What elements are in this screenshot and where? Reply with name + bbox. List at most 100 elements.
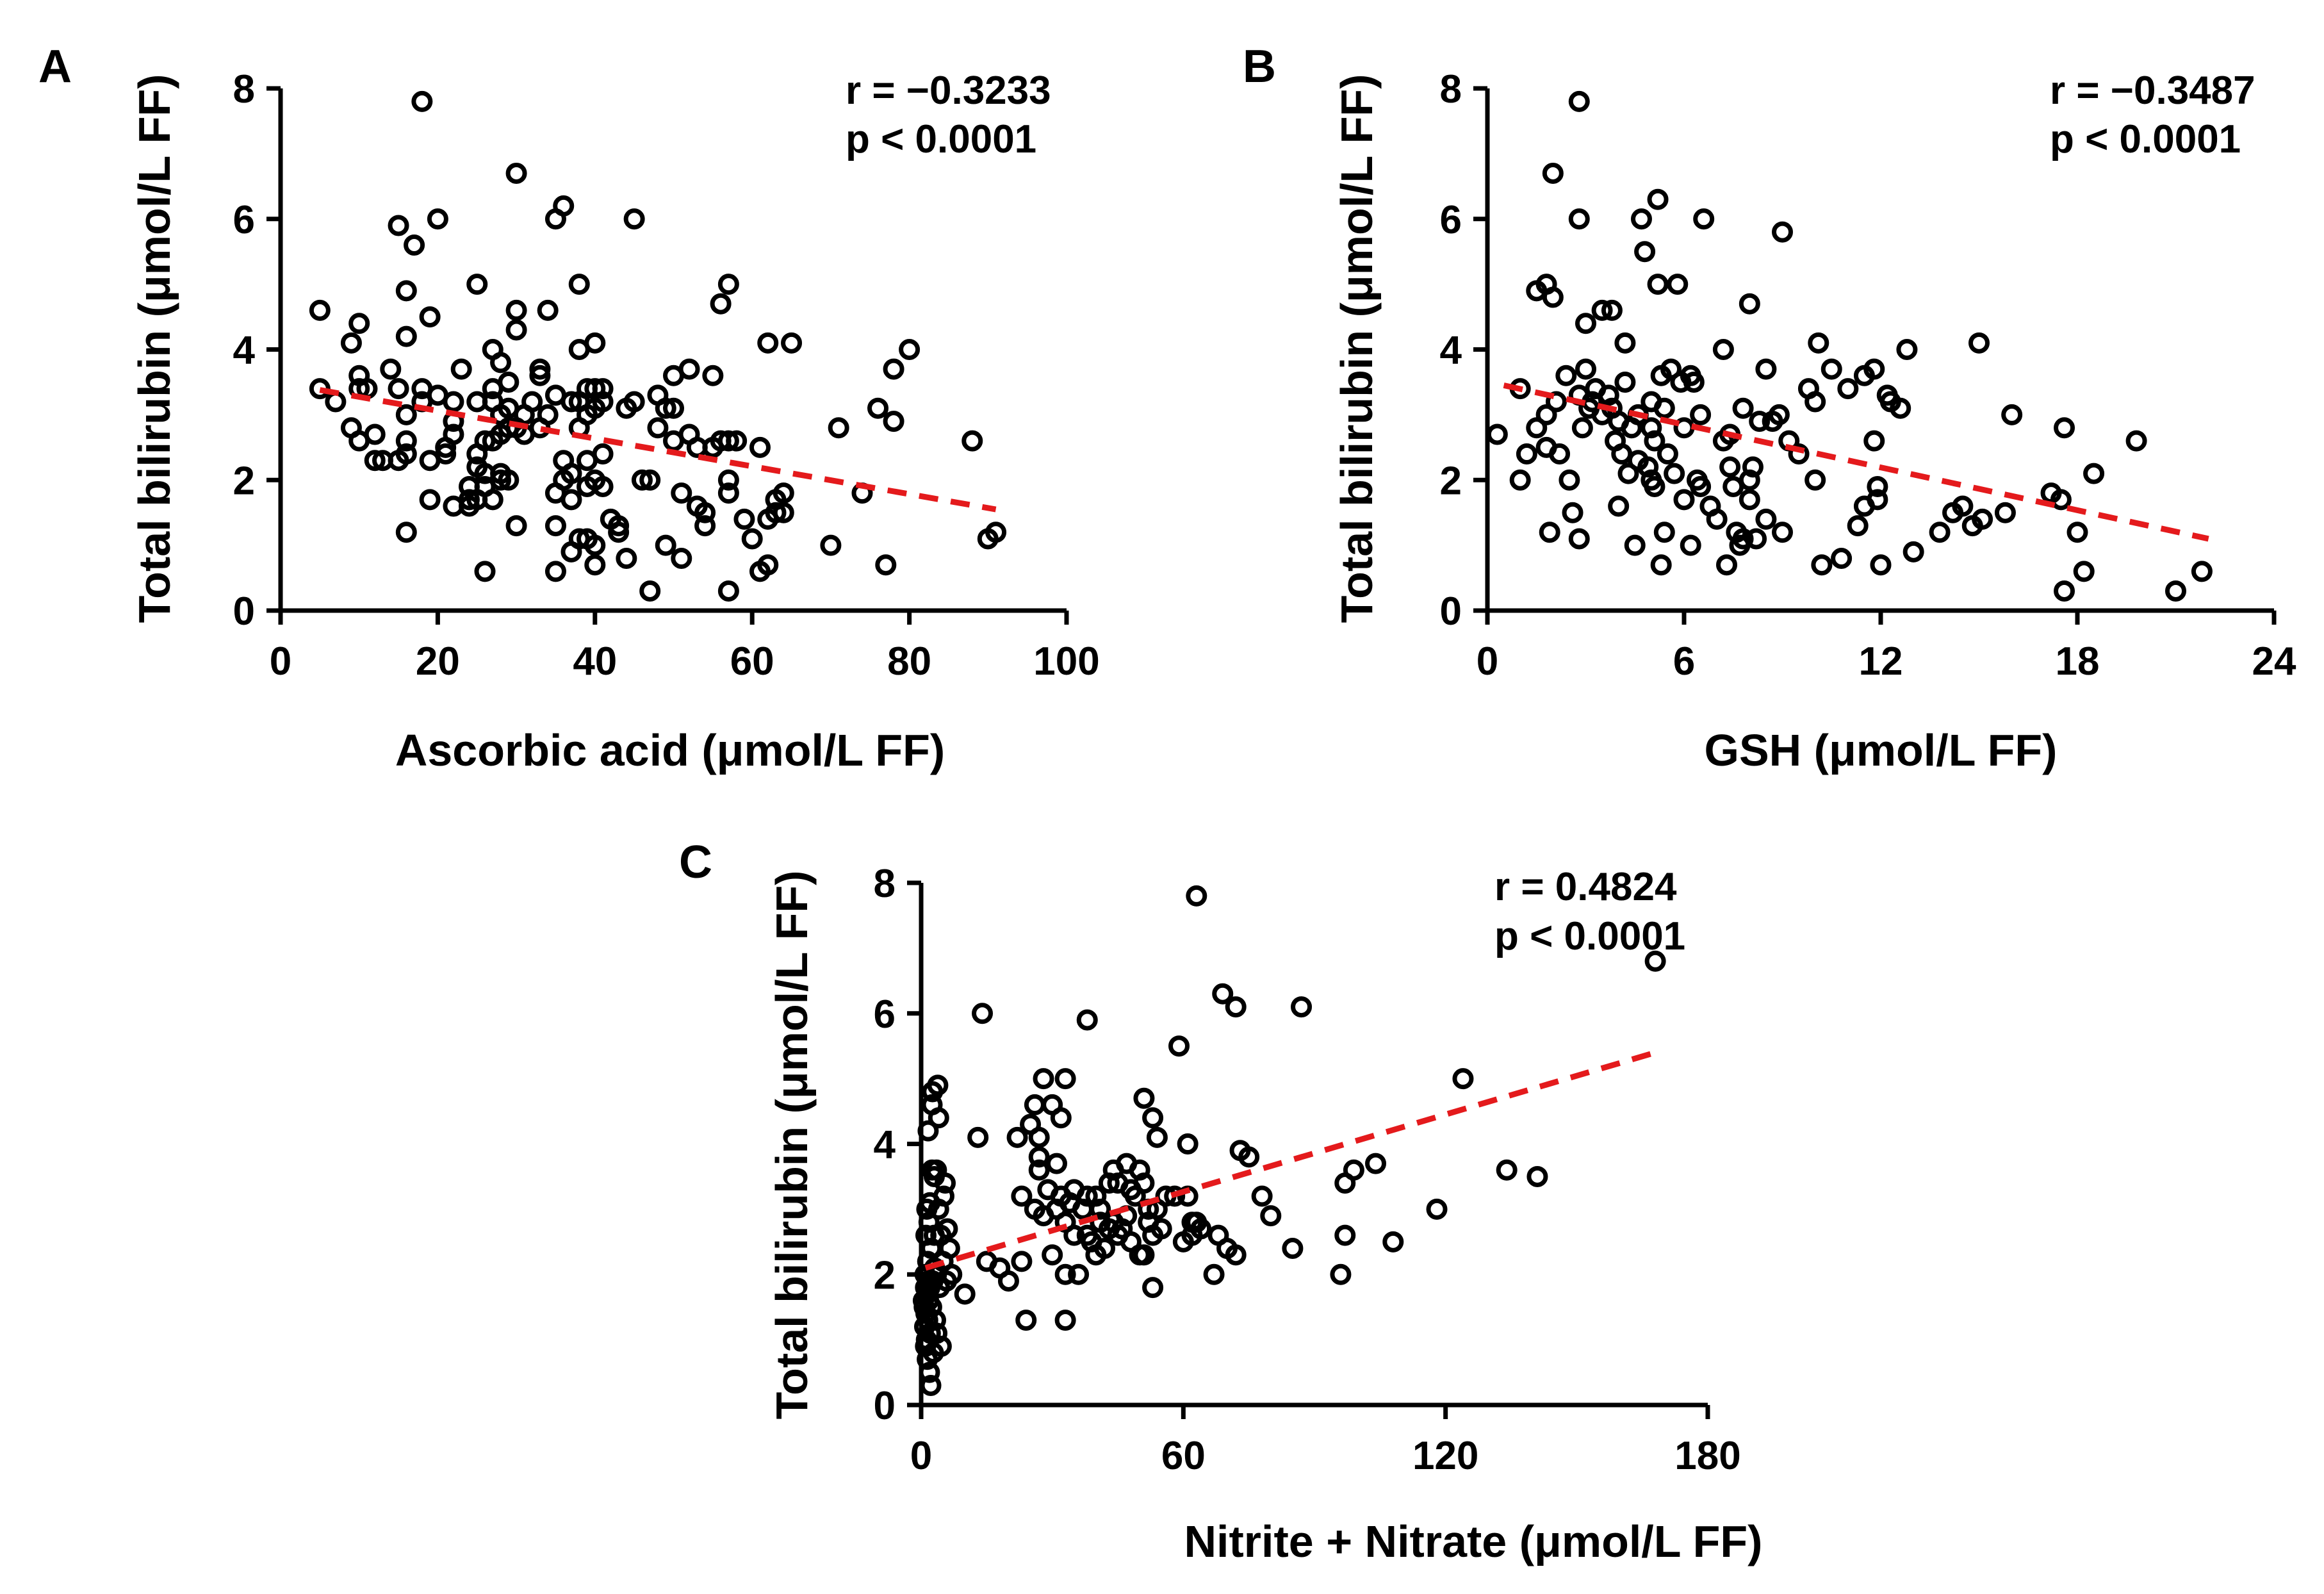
panel-c-data-point bbox=[1251, 1185, 1273, 1207]
panel-a-data-point bbox=[694, 515, 716, 537]
panel-a-data-point bbox=[749, 436, 771, 458]
panel-b-data-point bbox=[1653, 522, 1675, 543]
panel-a-data-point bbox=[781, 332, 803, 354]
panel-b-data-point bbox=[1732, 528, 1754, 550]
panel-a-data-point bbox=[883, 358, 904, 380]
panel-a-data-point bbox=[584, 534, 606, 556]
panel-b-data-point bbox=[1555, 365, 1577, 386]
panel-b-data-point bbox=[1870, 554, 1892, 576]
panel-a-data-point bbox=[592, 378, 614, 400]
panel-b-data-point bbox=[1742, 456, 1763, 478]
panel-a-data-point bbox=[474, 561, 496, 582]
panel-c-data-point bbox=[997, 1270, 1019, 1292]
panel-b-data-point bbox=[1804, 469, 1826, 491]
panel-c-data-point bbox=[1142, 1107, 1164, 1129]
panel-c-data-point bbox=[1142, 1277, 1164, 1299]
panel-a-data-point bbox=[671, 482, 692, 504]
panel-b-x-tick-label: 6 bbox=[1673, 639, 1695, 684]
panel-b-data-point bbox=[1653, 397, 1675, 419]
panel-a-data-point bbox=[419, 306, 441, 328]
panel-a-data-point bbox=[608, 522, 630, 543]
panel-c-data-point bbox=[1033, 1068, 1054, 1090]
panel-c-data-point bbox=[1225, 996, 1247, 1018]
panel-c-data-point bbox=[1015, 1310, 1037, 1331]
panel-b-data-point bbox=[1746, 528, 1767, 550]
panel-c-data-point bbox=[1203, 1263, 1225, 1285]
panel-a-data-point bbox=[883, 411, 904, 432]
panel-b-data-point bbox=[1732, 397, 1754, 419]
panel-a-data-point bbox=[553, 195, 575, 217]
panel-a-data-point bbox=[388, 215, 409, 236]
panel-a-data-point bbox=[490, 469, 512, 491]
panel-c-data-point bbox=[930, 1335, 952, 1357]
panel-a-data-point bbox=[592, 443, 614, 464]
panel-b-data-point bbox=[1903, 541, 1924, 563]
panel-a-data-point bbox=[678, 358, 700, 380]
panel-a-data-point bbox=[395, 325, 417, 347]
panel-a-data-point bbox=[443, 423, 464, 445]
panel-b-data-point bbox=[1562, 502, 1583, 523]
panel-a-data-point bbox=[757, 332, 779, 354]
panel-a-data-point bbox=[655, 534, 676, 556]
panel-b-data-point bbox=[1831, 548, 1853, 569]
panel-c-y-tick-label: 4 bbox=[874, 1123, 896, 1167]
panel-a-data-point bbox=[828, 417, 849, 439]
panel-a-data-point bbox=[717, 430, 739, 452]
panel-b-data-point bbox=[1644, 475, 1665, 497]
panel-c-data-point bbox=[941, 1263, 963, 1285]
panel-a-data-point bbox=[529, 358, 551, 380]
panel-b-data-point bbox=[1680, 534, 1701, 556]
panel-c-data-point bbox=[1330, 1263, 1352, 1285]
panel-a-data-point bbox=[985, 522, 1007, 543]
panel-a: A r = −0.3233 p < 0.0001 Ascorbic acid (… bbox=[38, 41, 1100, 775]
panel-c-data-point bbox=[1190, 1218, 1212, 1240]
panel-c-data-point bbox=[1150, 1218, 1172, 1240]
panel-a-data-point bbox=[458, 489, 480, 511]
panel-b-data-point bbox=[1542, 286, 1564, 308]
panel-c-data-point bbox=[1028, 1146, 1050, 1168]
panel-c-y-tick-label: 0 bbox=[874, 1384, 896, 1428]
panel-a-r-value: r = −0.3233 bbox=[846, 69, 1051, 113]
panel-c-data-point bbox=[972, 1003, 994, 1024]
panel-a-data-point bbox=[561, 463, 582, 484]
panel-c-data-point bbox=[1133, 1087, 1155, 1109]
panel-a-data-point bbox=[395, 522, 417, 543]
panel-c-data-point bbox=[1045, 1153, 1067, 1174]
panel-c-data-point bbox=[1011, 1185, 1033, 1207]
panel-b-data-point bbox=[1568, 208, 1590, 230]
panel-a-data-point bbox=[505, 162, 527, 184]
panel-b-data-point bbox=[1739, 489, 1760, 511]
panel-a-data-point bbox=[340, 332, 362, 354]
panel-a-data-point bbox=[741, 528, 763, 550]
panel-c-data-point bbox=[927, 1074, 949, 1096]
panel-b-data-point bbox=[1591, 299, 1613, 321]
panel-b-x-tick-label: 24 bbox=[2252, 639, 2296, 684]
panel-c-data-point bbox=[928, 1107, 949, 1129]
panel-a-y-tick-label: 4 bbox=[233, 329, 256, 373]
panel-c-data-point bbox=[1186, 885, 1207, 907]
panel-b-data-point bbox=[1719, 456, 1741, 478]
panel-a-plot-area: 0 20 40 60 80 100 0 2 4 6 8 bbox=[233, 67, 1100, 684]
panel-b-data-point bbox=[1867, 489, 1888, 511]
panel-b-data-point bbox=[1804, 391, 1826, 413]
panel-c-data-point bbox=[954, 1283, 976, 1305]
panel-b-data-point bbox=[1821, 358, 1842, 380]
panel-a-data-point bbox=[427, 208, 448, 230]
panel-b-data-point bbox=[1650, 554, 1672, 576]
panel-b-y-tick-label: 6 bbox=[1440, 198, 1462, 242]
panel-b-data-point bbox=[1657, 443, 1678, 464]
panel-c-data-point bbox=[1050, 1107, 1072, 1129]
panel-b-data-point bbox=[1516, 443, 1537, 464]
panel-a-data-point bbox=[325, 391, 347, 413]
panel-b-data-point bbox=[1535, 404, 1557, 425]
panel-b-data-point bbox=[1509, 469, 1531, 491]
panel-c-data-point bbox=[1076, 1185, 1098, 1207]
panel-b-data-point bbox=[1568, 90, 1590, 112]
panel-b-data-point bbox=[2066, 522, 2088, 543]
panel-b-data-point bbox=[2054, 580, 2075, 602]
panel-a-data-point bbox=[395, 443, 417, 464]
panel-b-y-tick-label: 2 bbox=[1440, 459, 1462, 503]
panel-c-data-point bbox=[1343, 1159, 1364, 1181]
panel-b-label: B bbox=[1243, 41, 1276, 92]
panel-a-data-point bbox=[608, 515, 630, 537]
